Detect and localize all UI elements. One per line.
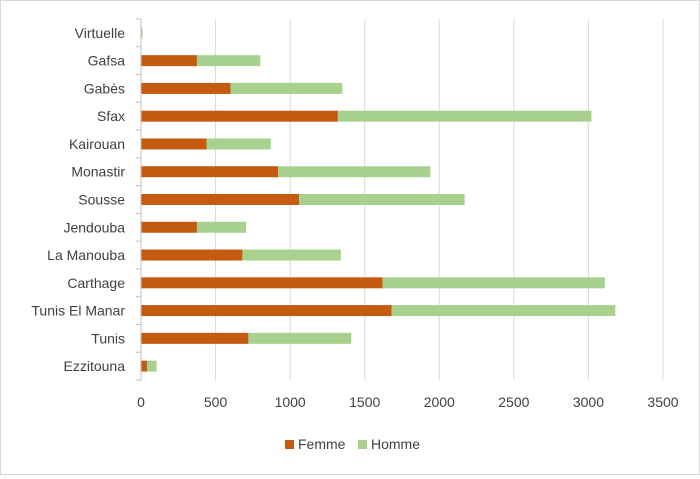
category-label: Gabès — [84, 80, 125, 96]
bar-homme-6 — [299, 194, 465, 205]
bar-homme-4 — [206, 138, 271, 150]
legend: Femme Homme — [285, 436, 420, 452]
category-label: Carthage — [67, 275, 125, 291]
category-label: Gafsa — [88, 53, 126, 69]
x-tick-label-2500: 2500 — [498, 394, 529, 410]
category-label: Virtuelle — [75, 25, 126, 41]
bar-femme-7 — [141, 221, 197, 233]
bar-femme-8 — [141, 249, 243, 261]
bar-homme-3 — [337, 110, 592, 122]
bar-femme-1 — [141, 55, 197, 67]
bar-femme-11 — [141, 332, 249, 344]
category-label: Sfax — [97, 108, 125, 124]
bar-homme-7 — [196, 221, 247, 233]
category-label: Jendouba — [63, 219, 125, 235]
bar-homme-1 — [196, 55, 261, 67]
legend-swatch-homme — [358, 440, 367, 449]
category-label: Ezzitouna — [64, 358, 126, 374]
bar-homme-5 — [278, 166, 431, 178]
x-tick-label-3500: 3500 — [647, 394, 678, 410]
bar-femme-3 — [141, 110, 338, 122]
category-label: Tunis El Manar — [31, 303, 125, 319]
category-label: Sousse — [78, 192, 125, 208]
legend-label-homme: Homme — [371, 436, 420, 452]
bar-femme-10 — [141, 305, 392, 317]
category-label: Tunis — [91, 330, 125, 346]
x-tick-label-1000: 1000 — [275, 394, 306, 410]
bar-homme-10 — [391, 305, 616, 317]
bar-homme-0 — [141, 27, 143, 39]
bar-femme-12 — [141, 360, 147, 372]
x-tick-label-0: 0 — [137, 394, 145, 410]
bar-homme-12 — [146, 360, 157, 372]
axes — [136, 18, 142, 381]
bar-homme-2 — [230, 82, 343, 94]
x-tick-label-500: 500 — [204, 394, 228, 410]
x-tick-labels: 0 500 1000 1500 2000 2500 3000 3500 — [137, 394, 679, 410]
category-labels: Virtuelle Gafsa Gabès Sfax Kairouan Monastir S… — [31, 25, 125, 374]
bar-femme-2 — [141, 82, 231, 94]
x-tick-label-1500: 1500 — [349, 394, 380, 410]
bar-femme-5 — [141, 166, 279, 178]
bar-homme-8 — [242, 249, 341, 261]
bar-femme-4 — [141, 138, 207, 150]
category-label: Monastir — [71, 164, 125, 180]
bar-femme-9 — [141, 277, 383, 289]
bar-homme-9 — [382, 277, 605, 289]
legend-label-femme: Femme — [298, 436, 346, 452]
bar-femme-6 — [141, 194, 300, 205]
category-label: La Manouba — [47, 247, 125, 263]
x-tick-label-2000: 2000 — [424, 394, 455, 410]
category-label: Kairouan — [69, 136, 125, 152]
legend-swatch-femme — [285, 440, 294, 449]
bar-homme-11 — [248, 332, 352, 344]
x-tick-label-3000: 3000 — [573, 394, 604, 410]
bars — [141, 27, 616, 372]
